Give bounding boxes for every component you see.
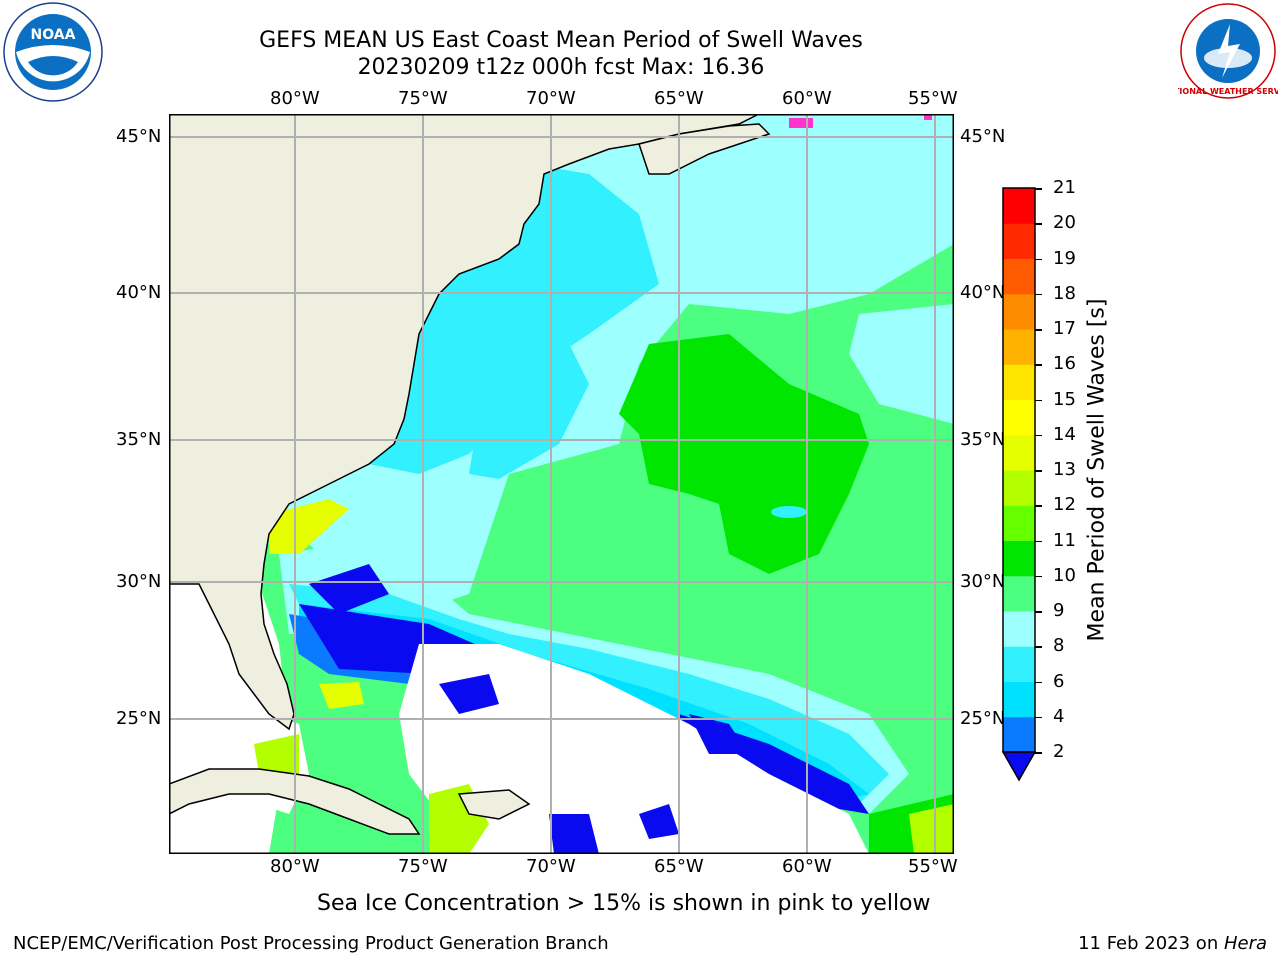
colorbar-segment [1003,258,1035,295]
colorbar-segment [1003,681,1035,718]
colorbar-segment [1003,575,1035,612]
land-cuba [169,768,421,835]
colorbar-tick-mark [1035,223,1042,225]
colorbar-segment [1003,434,1035,471]
colorbar-under-arrow [1001,751,1037,782]
colorbar-tick-mark [1035,611,1042,613]
nws-logo-ring-text: NATIONAL WEATHER SERVICE [1178,87,1278,96]
colorbar-segment [1003,716,1035,753]
colorbar-tick-label: 10 [1053,564,1076,586]
colorbar-segment [1003,223,1035,259]
land-north-america [169,114,760,731]
colorbar-segment [1003,329,1035,365]
lon-label-top: 65°W [654,88,704,109]
swell-band-8s [349,154,659,474]
colorbar-tick-label: 21 [1053,177,1076,198]
colorbar-tick-label: 20 [1053,212,1076,234]
lat-label-left: 35°N [116,429,162,450]
map-frame [169,114,954,854]
lon-label-bottom: 55°W [908,856,958,877]
colorbar-tick-label: 19 [1053,247,1076,269]
colorbar-tick-label: 11 [1053,529,1076,551]
lon-label-top: 75°W [398,88,448,109]
colorbar-segment [1003,646,1035,682]
colorbar-tick-mark [1035,505,1042,507]
chart-title: GEFS MEAN US East Coast Mean Period of S… [259,28,863,53]
swell-band-9s [269,114,954,614]
lon-label-bottom: 60°W [782,856,832,877]
lat-label-right: 40°N [960,282,1006,303]
lat-label-right: 35°N [960,429,1006,450]
gridlines [169,114,954,854]
lon-label-top: 60°W [782,88,832,109]
colorbar-tick-mark [1035,575,1042,578]
host-name: Hera [1223,933,1267,954]
colorbar-tick-label: 9 [1053,600,1065,621]
colorbar-tick-mark [1035,716,1042,719]
lat-label-left: 30°N [116,571,162,592]
map-panel [169,114,954,854]
colorbar-segment [1003,470,1035,506]
colorbar-segment [1003,188,1035,224]
colorbar [1001,187,1037,782]
noaa-logo-text: NOAA [31,27,76,43]
lon-label-top: 80°W [270,88,320,109]
chart-subtitle: 20230209 t12z 000h fcst Max: 16.36 [357,55,765,80]
land-hispaniola [457,789,531,820]
noaa-logo: NOAA [3,2,103,102]
colorbar-tick-label: 13 [1053,459,1076,480]
colorbar-segment [1003,505,1035,541]
run-date-prefix: 11 Feb 2023 on [1078,933,1224,954]
colorbar-tick-mark [1035,470,1042,472]
lon-label-bottom: 70°W [526,856,576,877]
colorbar-tick-mark [1035,258,1042,260]
colorbar-tick-label: 15 [1053,388,1076,410]
org-credit: NCEP/EMC/Verification Post Processing Pr… [13,933,609,954]
swell-band-high [269,499,349,554]
lat-label-right: 30°N [960,571,1006,592]
colorbar-segment [1003,364,1035,400]
colorbar-tick-label: 6 [1053,670,1065,692]
lon-label-top: 55°W [908,88,958,109]
colorbar-tick-mark [1035,329,1042,331]
colorbar-segment [1003,399,1035,436]
colorbar-tick-mark [1035,293,1042,296]
colorbar-tick-mark [1035,434,1042,437]
lat-label-right: 25°N [960,708,1006,729]
lat-label-left: 40°N [116,282,162,303]
colorbar-segment [1003,540,1035,577]
colorbar-tick-mark [1035,646,1042,648]
colorbar-tick-mark [1035,540,1042,542]
lat-label-left: 25°N [116,708,162,729]
colorbar-tick-mark [1035,681,1042,683]
colorbar-tick-label: 17 [1053,318,1076,339]
lat-label-right: 45°N [960,126,1006,147]
colorbar-tick-label: 12 [1053,494,1076,516]
colorbar-tick-label: 8 [1053,635,1065,657]
colorbar-tick-mark [1035,364,1042,366]
nws-logo: NATIONAL WEATHER SERVICE [1178,3,1278,99]
colorbar-tick-label: 4 [1053,705,1065,727]
run-date: 11 Feb 2023 on Hera [1078,933,1267,954]
colorbar-tick-label: 14 [1053,423,1076,445]
lon-label-bottom: 65°W [654,856,704,877]
colorbar-label: Mean Period of Swell Waves [s] [1084,298,1110,642]
colorbar-segment [1003,293,1035,330]
colorbar-segment [1003,611,1035,647]
colorbar-tick-mark [1035,399,1042,401]
lon-label-bottom: 75°W [398,856,448,877]
colorbar-tick-mark [1035,752,1042,754]
sea-ice-note: Sea Ice Concentration > 15% is shown in … [317,891,931,916]
colorbar-tick-label: 2 [1053,741,1065,762]
colorbar-tick-label: 18 [1053,282,1076,304]
lat-label-left: 45°N [116,126,162,147]
colorbar-tick-mark [1035,188,1042,190]
lon-label-bottom: 80°W [270,856,320,877]
sea-ice [789,118,813,128]
lon-label-top: 70°W [526,88,576,109]
colorbar-tick-label: 16 [1053,353,1076,375]
